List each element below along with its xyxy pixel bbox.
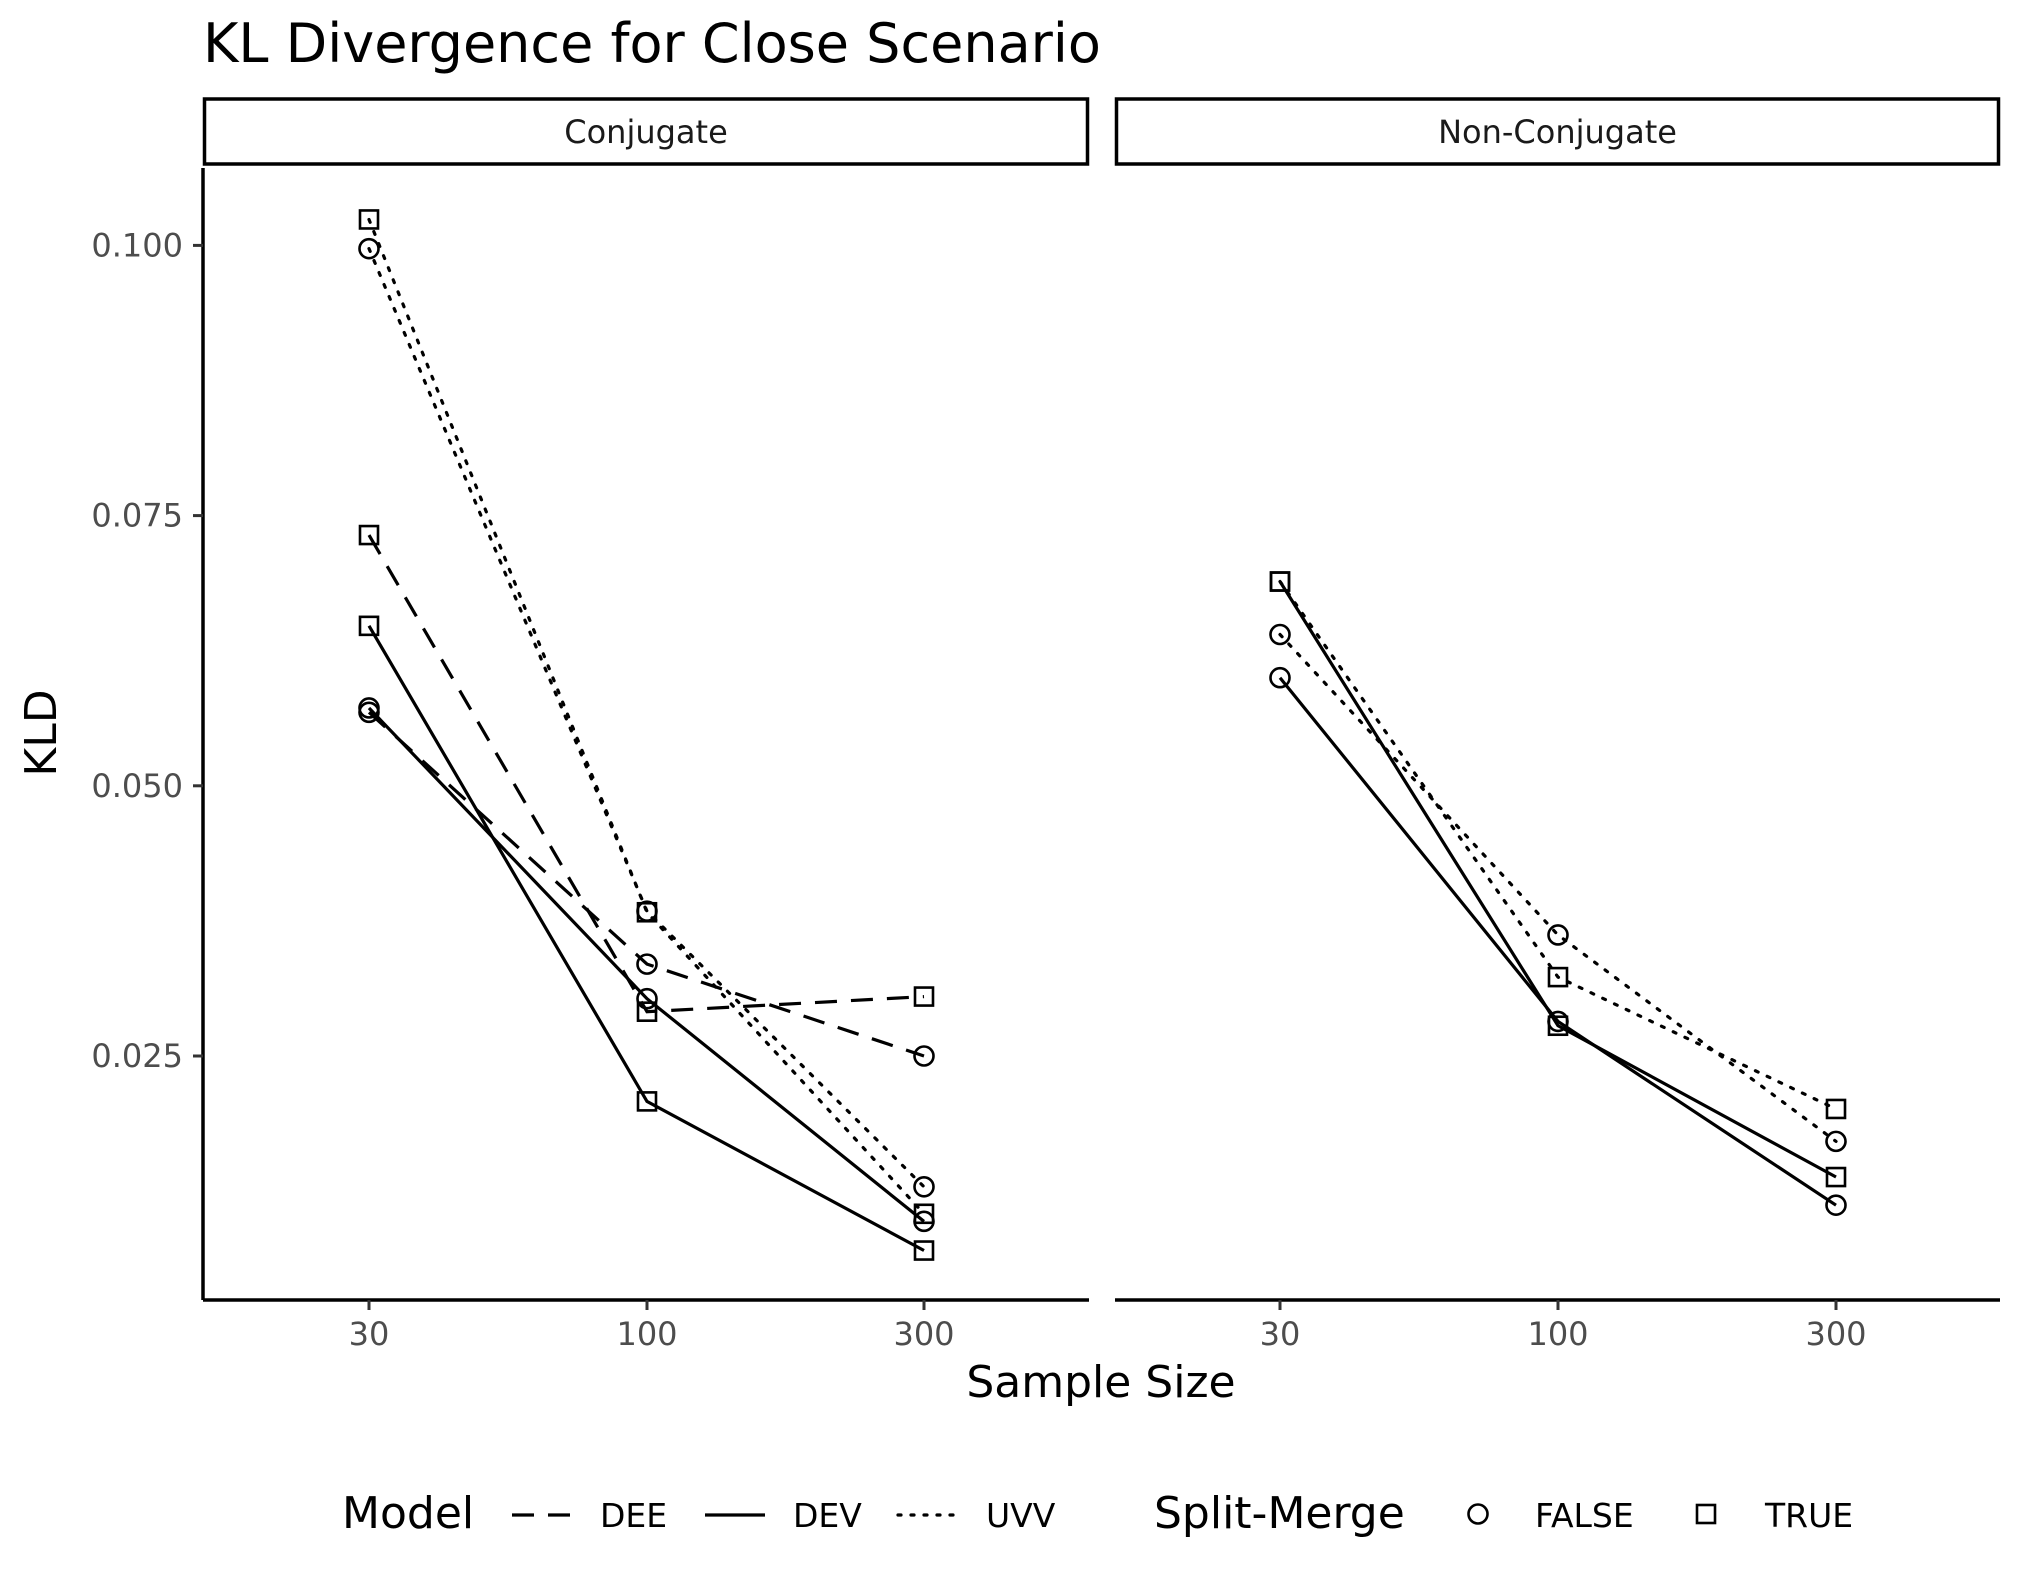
data-point <box>1269 571 1291 592</box>
chart-title: KL Divergence for Close Scenario <box>203 12 1101 75</box>
x-tick-label: 100 <box>1527 1315 1588 1353</box>
data-point <box>358 209 380 230</box>
data-point <box>636 987 658 1010</box>
y-axis-title: KLD <box>16 689 67 776</box>
data-point <box>913 1240 935 1261</box>
series-dee-true <box>358 524 935 1022</box>
data-point <box>1825 1194 1847 1216</box>
series-line <box>367 247 926 1189</box>
panel-1: Conjugate 0.025 0.050 0.075 0.100 30 100 300 <box>91 97 1090 1353</box>
data-point <box>358 524 380 546</box>
series-uvv-true <box>358 209 935 1225</box>
series-line <box>1278 676 1837 1207</box>
x-tick-label: 300 <box>893 1315 954 1353</box>
series-line <box>367 711 925 1058</box>
data-point <box>1825 1166 1847 1188</box>
legend-shape-sample <box>1467 1503 1489 1525</box>
legend-label: UVV <box>986 1496 1056 1535</box>
data-point <box>1825 1130 1847 1153</box>
data-point <box>913 986 935 1007</box>
data-point <box>1547 966 1569 988</box>
data-point <box>358 697 380 719</box>
legend-key-true: TRUE <box>1695 1496 1853 1535</box>
data-point <box>358 615 380 637</box>
legend-key-dev: DEV <box>705 1496 862 1535</box>
y-tick-label: 0.075 <box>91 497 183 535</box>
x-tick-label: 30 <box>349 1315 390 1353</box>
data-point <box>636 953 658 975</box>
facet-strip <box>202 97 1090 166</box>
series-line <box>367 534 925 1014</box>
data-point <box>913 1203 935 1225</box>
data-point <box>1547 924 1569 946</box>
series-line <box>367 706 926 1223</box>
y-tick-label: 0.050 <box>91 767 183 805</box>
series-dev-true <box>1269 571 1847 1188</box>
data-point <box>1825 1098 1847 1120</box>
legend-label: TRUE <box>1764 1496 1853 1535</box>
series-line <box>367 217 926 1216</box>
series-uvv-true <box>1269 571 1847 1120</box>
data-point <box>636 901 658 923</box>
x-tick-label: 100 <box>616 1315 677 1353</box>
x-tick-label: 300 <box>1805 1315 1866 1353</box>
legend-key-dee: DEE <box>512 1496 667 1535</box>
legend-label: FALSE <box>1535 1496 1634 1535</box>
series-dev-true <box>358 615 935 1261</box>
data-point <box>1269 623 1291 646</box>
legend: Model Split-Merge DEE DEV UVV FALSE TRUE <box>342 1488 1853 1539</box>
data-point <box>913 1045 935 1067</box>
series-line <box>1278 580 1837 1179</box>
legend-shape-sample <box>1695 1503 1717 1525</box>
data-point <box>636 1001 658 1022</box>
x-tick-label: 30 <box>1260 1315 1301 1353</box>
y-tick-label: 0.025 <box>91 1037 183 1075</box>
series-line <box>1278 579 1838 1111</box>
series-line <box>1278 632 1838 1144</box>
data-point <box>1547 1015 1569 1037</box>
x-axis-title: Sample Size <box>966 1357 1235 1408</box>
facet-strip <box>1114 97 2001 166</box>
legend-model-title: Model <box>342 1488 474 1539</box>
legend-key-false: FALSE <box>1467 1496 1634 1535</box>
series-dev-false <box>1269 666 1847 1216</box>
facet-strip-label: Non-Conjugate <box>1438 113 1677 151</box>
y-tick-label: 0.100 <box>91 226 183 264</box>
series-uvv-false <box>1269 623 1847 1153</box>
facet-strip-label: Conjugate <box>564 113 728 151</box>
legend-key-uvv: UVV <box>896 1496 1056 1535</box>
legend-split-title: Split-Merge <box>1154 1488 1405 1539</box>
data-point <box>636 1091 658 1112</box>
data-point <box>358 237 380 260</box>
series-uvv-false <box>358 237 935 1198</box>
legend-label: DEE <box>600 1496 667 1535</box>
panel-2: Non-Conjugate 30 100 300 <box>1114 97 2001 1353</box>
data-point <box>913 1175 935 1198</box>
data-point <box>1269 666 1291 689</box>
series-line <box>367 624 925 1252</box>
legend-label: DEV <box>793 1496 862 1535</box>
